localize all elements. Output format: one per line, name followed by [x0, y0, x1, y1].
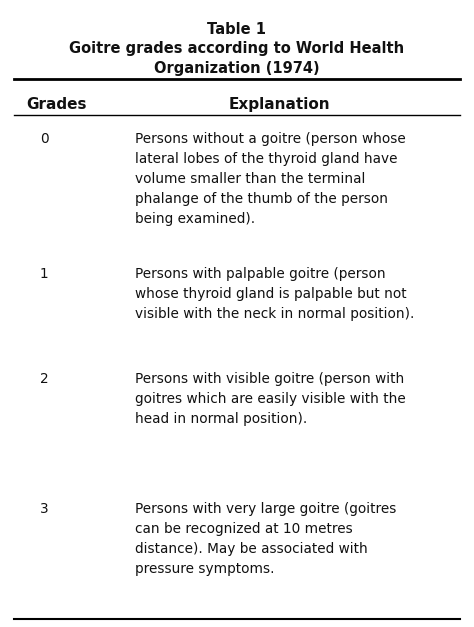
Text: 3: 3	[40, 502, 48, 516]
Text: Grades: Grades	[26, 97, 87, 112]
Text: Persons with very large goitre (goitres
can be recognized at 10 metres
distance): Persons with very large goitre (goitres …	[135, 502, 396, 576]
Text: Table 1: Table 1	[208, 22, 266, 37]
Text: Persons with palpable goitre (person
whose thyroid gland is palpable but not
vis: Persons with palpable goitre (person who…	[135, 267, 414, 321]
Text: Explanation: Explanation	[229, 97, 330, 112]
Text: Persons without a goitre (person whose
lateral lobes of the thyroid gland have
v: Persons without a goitre (person whose l…	[135, 132, 406, 226]
Text: 2: 2	[40, 372, 48, 386]
Text: Persons with visible goitre (person with
goitres which are easily visible with t: Persons with visible goitre (person with…	[135, 372, 406, 426]
Text: Organization (1974): Organization (1974)	[154, 61, 320, 76]
Text: Goitre grades according to World Health: Goitre grades according to World Health	[69, 41, 405, 56]
Text: 0: 0	[40, 132, 48, 146]
Text: 1: 1	[40, 267, 48, 281]
